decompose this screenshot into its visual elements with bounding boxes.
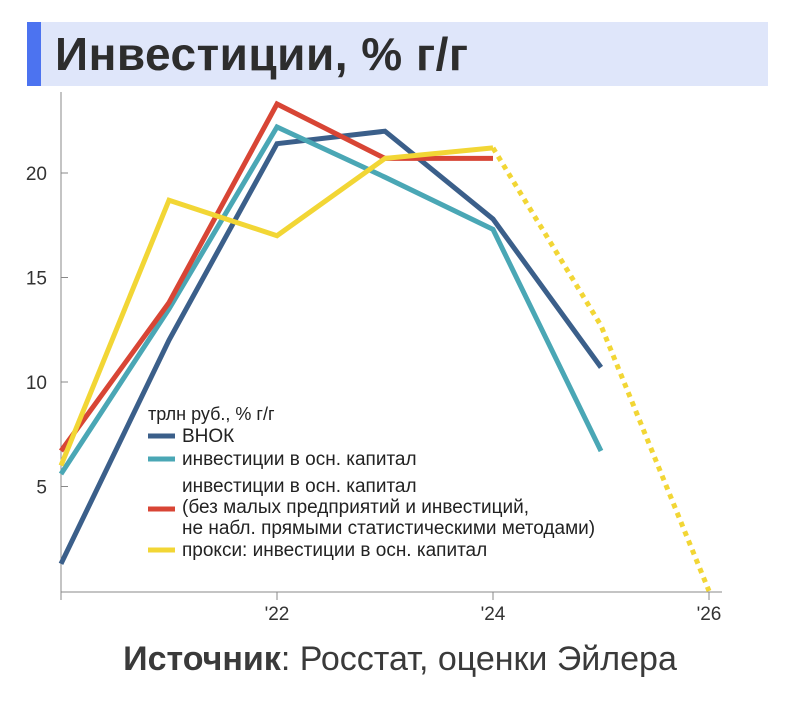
series-line-1 [58, 128, 604, 565]
x-tick-label: '26 [697, 604, 722, 625]
y-tick-label: 5 [36, 478, 47, 499]
title-accent-bar [27, 22, 41, 86]
series-line-4 [58, 145, 494, 467]
x-tick-label: '22 [265, 604, 290, 625]
legend-label-2: инвестиции в осн. капитал [182, 449, 417, 470]
y-tick-label: 15 [26, 269, 47, 290]
y-tick-label: 20 [26, 164, 47, 185]
source-label: Источник [123, 640, 281, 678]
legend-label-1: ВНОК [182, 426, 234, 447]
series-line-3 [58, 100, 493, 453]
y-tick-label: 10 [26, 373, 47, 394]
source-text: Росстат, оценки Эйлера [299, 640, 677, 678]
page-title: Инвестиции, % г/г [55, 28, 469, 80]
source-separator: : [280, 640, 300, 678]
legend-label-4: прокси: инвестиции в осн. капитал [182, 540, 487, 561]
legend-label-3: инвестиции в осн. капитал (без малых пред… [182, 476, 595, 539]
x-tick-label: '24 [481, 604, 506, 625]
title-background [27, 22, 768, 86]
series-line-2 [58, 123, 604, 476]
source-note: Источник: Росстат, оценки Эйлера [0, 640, 800, 679]
legend-title: трлн руб., % г/г [148, 404, 275, 424]
